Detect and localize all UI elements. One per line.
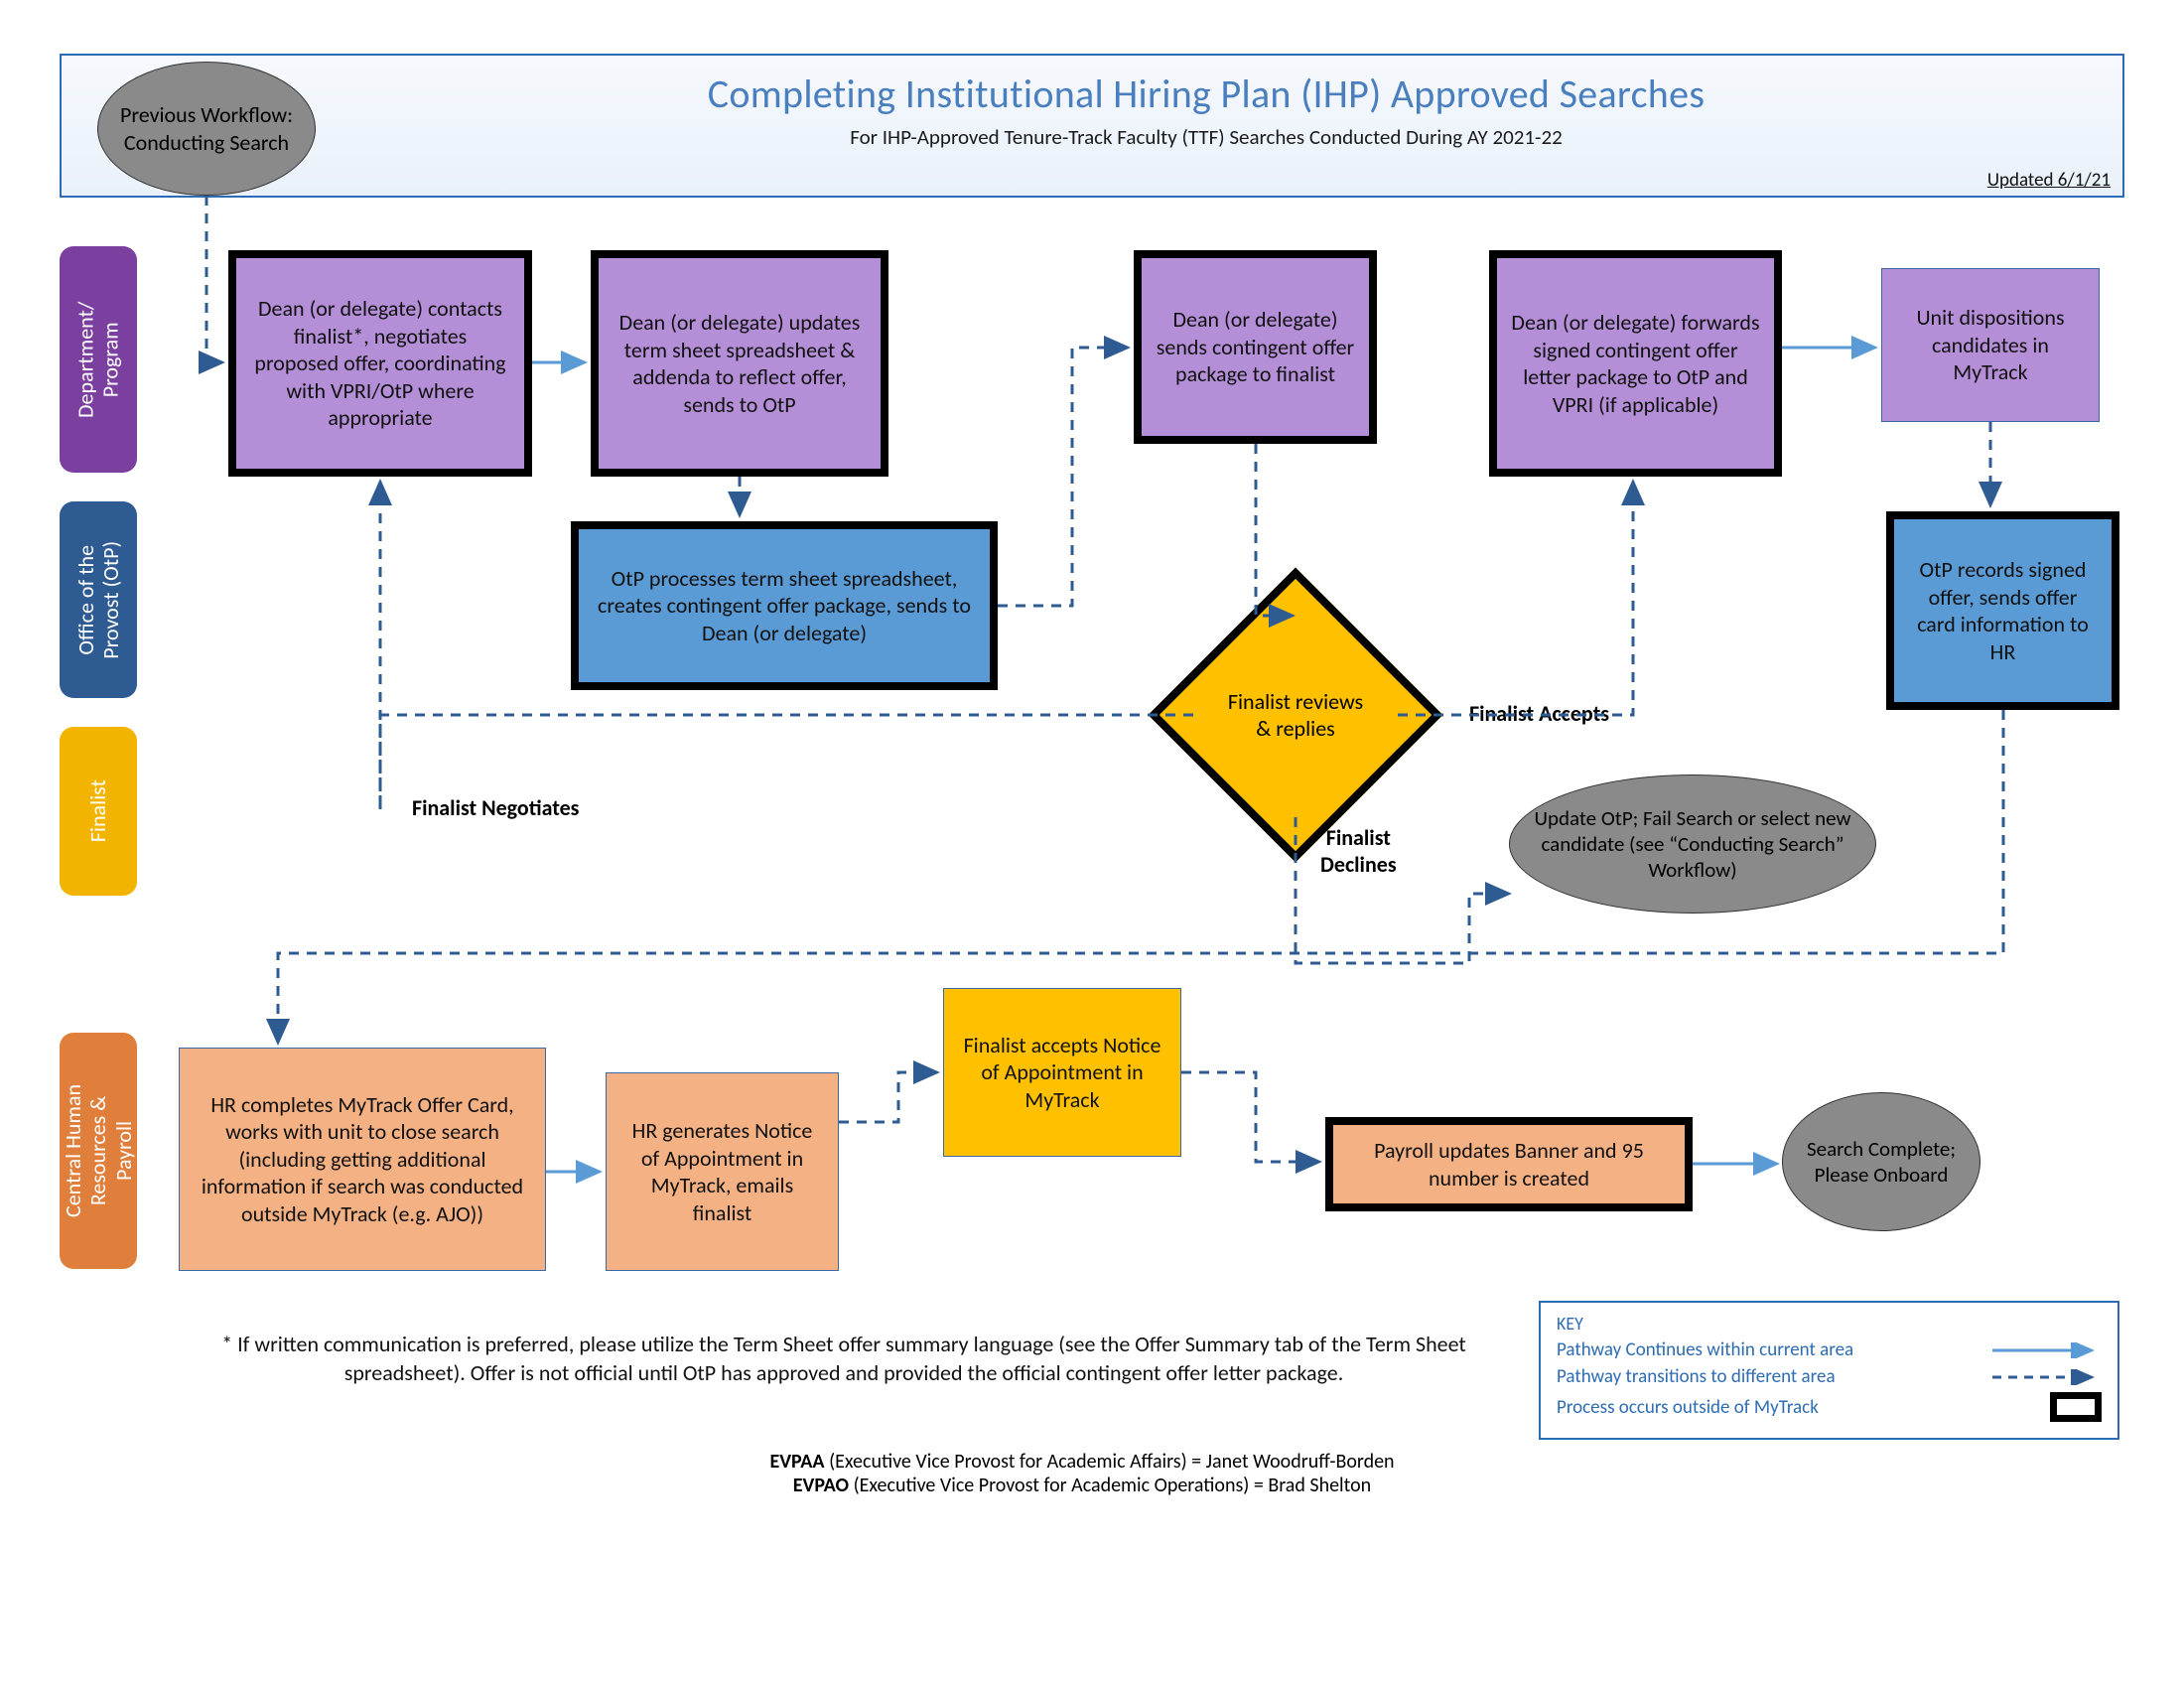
legend-solid-label: Pathway Continues within current area (1557, 1338, 1853, 1361)
node-dean-send-package: Dean (or delegate) sends contingent offe… (1134, 250, 1377, 444)
node-payroll: Payroll updates Banner and 95 number is … (1325, 1117, 1693, 1211)
updated-date: Updated 6/1/21 (1987, 169, 2111, 192)
legend-dashed-label: Pathway transitions to different area (1557, 1365, 1836, 1388)
evp-lines: EVPAA (Executive Vice Provost for Academ… (536, 1450, 1628, 1497)
node-dean-forward: Dean (or delegate) forwards signed conti… (1489, 250, 1782, 477)
lane-hr: Central Human Resources & Payroll (60, 1033, 137, 1269)
node-hr-noa: HR generates Notice of Appointment in My… (606, 1072, 839, 1271)
node-search-complete: Search Complete; Please Onboard (1782, 1092, 1980, 1231)
label-finalist-negotiates: Finalist Negotiates (412, 794, 579, 821)
legend-title: KEY (1557, 1313, 2102, 1335)
node-decline-outcome: Update OtP; Fail Search or select new ca… (1509, 774, 1876, 914)
legend-key: KEY Pathway Continues within current are… (1539, 1301, 2119, 1440)
node-decision-finalist: Finalist reviews & replies (1191, 611, 1400, 819)
lane-finalist: Finalist (60, 727, 137, 896)
node-dean-termsheet: Dean (or delegate) updates term sheet sp… (591, 250, 888, 477)
label-finalist-declines: Finalist Declines (1320, 824, 1397, 878)
node-dean-contact: Dean (or delegate) contacts finalist*, n… (228, 250, 532, 477)
legend-dashed-arrow-icon (1992, 1369, 2102, 1385)
node-hr-offer-card: HR completes MyTrack Offer Card, works w… (179, 1048, 546, 1271)
node-finalist-accept-noa: Finalist accepts Notice of Appointment i… (943, 988, 1181, 1157)
flowchart-canvas: Completing Institutional Hiring Plan (IH… (20, 20, 2164, 1668)
label-finalist-accepts: Finalist Accepts (1469, 700, 1609, 727)
title-bar: Completing Institutional Hiring Plan (IH… (60, 54, 2124, 198)
node-unit-dispositions: Unit dispositions candidates in MyTrack (1881, 268, 2100, 422)
footnote: * If written communication is preferred,… (199, 1331, 1489, 1387)
legend-box-swatch-icon (2050, 1392, 2102, 1422)
node-otp-record: OtP records signed offer, sends offer ca… (1886, 511, 2119, 710)
page-title: Completing Institutional Hiring Plan (IH… (320, 70, 2093, 118)
node-otp-process: OtP processes term sheet spreadsheet, cr… (571, 521, 998, 690)
node-previous-workflow: Previous Workflow: Conducting Search (97, 62, 316, 196)
page-subtitle: For IHP-Approved Tenure-Track Faculty (T… (320, 124, 2093, 150)
lane-department: Department/ Program (60, 246, 137, 473)
legend-box-label: Process occurs outside of MyTrack (1557, 1396, 1819, 1419)
lane-otp: Office of the Provost (OtP) (60, 501, 137, 698)
legend-solid-arrow-icon (1992, 1342, 2102, 1358)
